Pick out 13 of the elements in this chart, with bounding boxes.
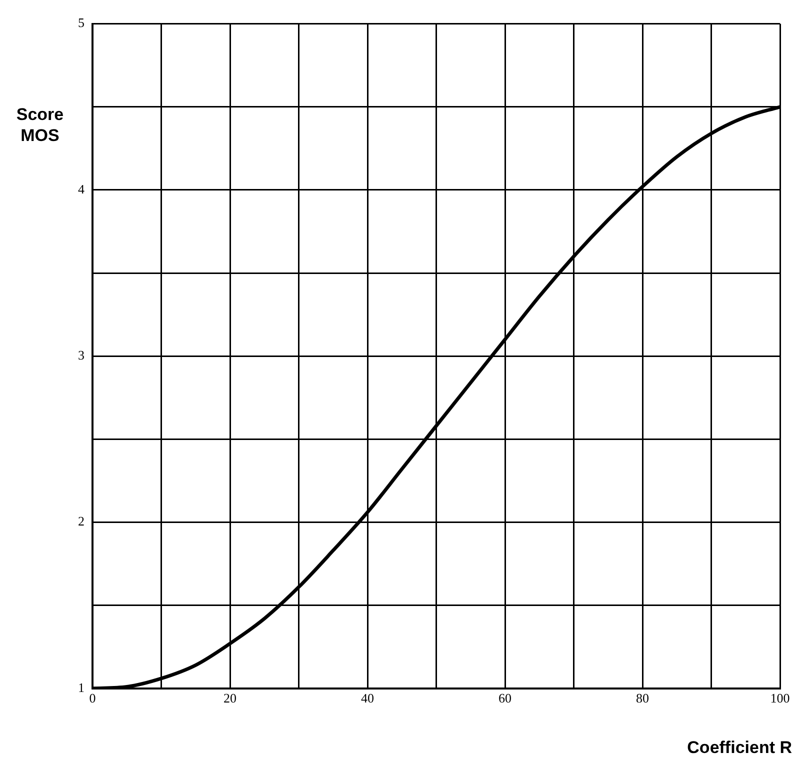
y-tick-label: 5 xyxy=(78,15,84,30)
x-tick-label: 80 xyxy=(636,690,649,706)
y-tick-label: 4 xyxy=(78,181,85,196)
y-axis-title: Score MOS xyxy=(15,104,65,146)
x-tick-label: 100 xyxy=(770,690,790,706)
x-axis-title: Coefficient R xyxy=(687,738,792,758)
x-tick-label: 20 xyxy=(224,690,236,706)
y-tick-label: 2 xyxy=(78,514,84,529)
y-tick-label: 1 xyxy=(78,680,84,695)
x-tick-label: 60 xyxy=(498,690,512,706)
x-tick-label: 40 xyxy=(361,690,374,706)
y-tick-label: 3 xyxy=(78,348,84,363)
x-tick-label: 0 xyxy=(89,690,96,706)
